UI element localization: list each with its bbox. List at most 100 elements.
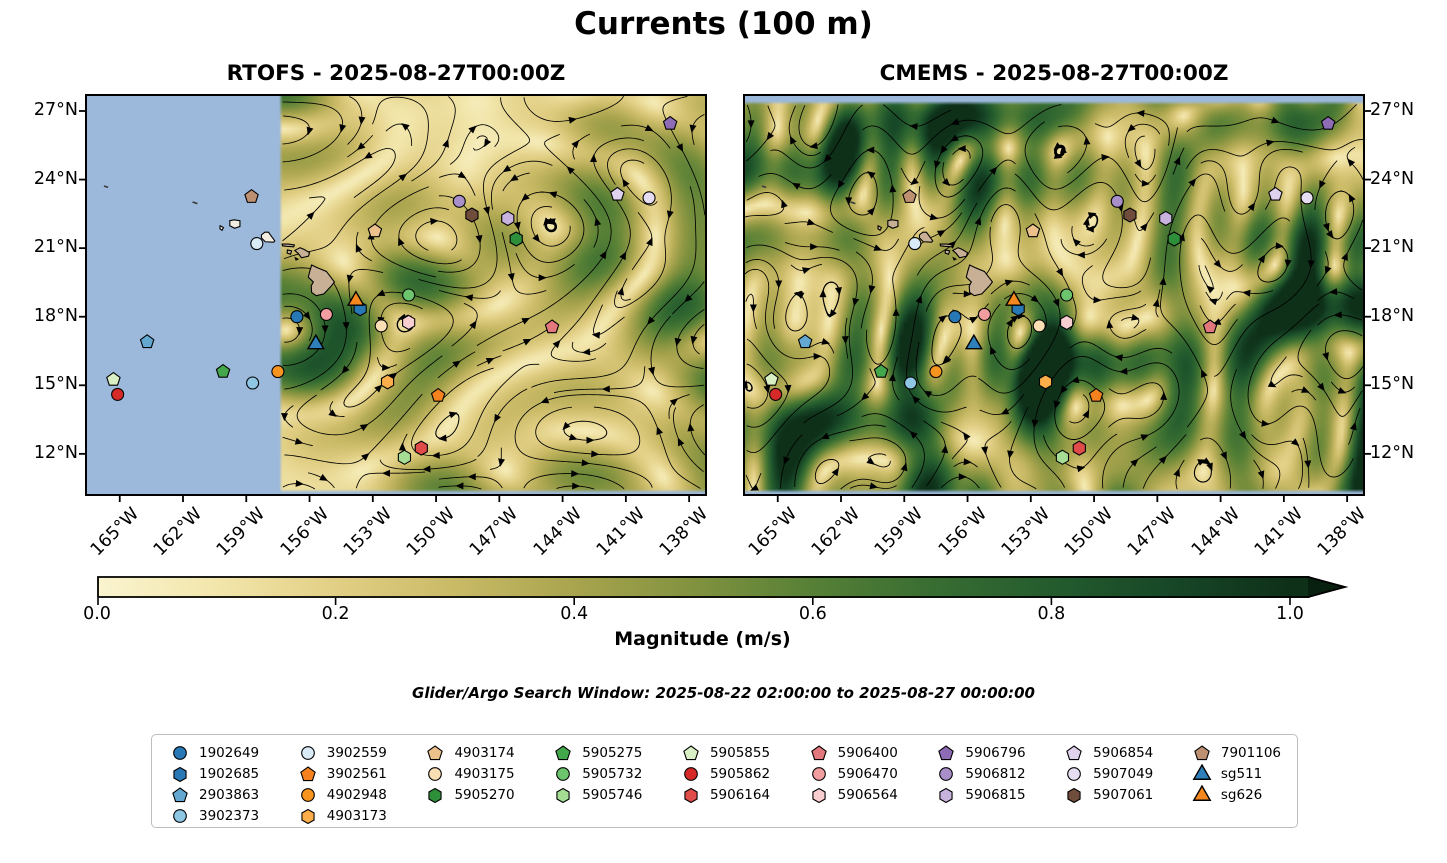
cmems-map-canvas: [744, 95, 1364, 495]
legend-label: 5906400: [837, 744, 898, 761]
cmems-xtick-label-10: 138°W: [1314, 504, 1371, 561]
marker-sg626-cmems: [1004, 290, 1023, 306]
legend-label: 5905270: [454, 786, 515, 803]
legend-entry-5906564: 5906564: [807, 784, 898, 805]
rtofs-xtick-label-3: 159°W: [213, 504, 270, 561]
marker-5906164-cmems: [1072, 440, 1086, 456]
circle-marker-icon: [300, 745, 315, 760]
hexagon-glyph: [939, 787, 954, 803]
pentagon-glyph: [172, 786, 188, 802]
legend-col-6: 5906400 5906470 5906564: [807, 742, 898, 805]
circle-marker-icon: [1067, 766, 1081, 781]
legend-col-2: 3902559 3902561 4902948 4903173: [296, 742, 387, 826]
marker-5907049-cmems: [1300, 191, 1314, 205]
legend-entry-5906815: 5906815: [934, 784, 1026, 805]
marker-5905746-cmems: [1055, 449, 1070, 465]
cmems-xtick-label-9: 141°W: [1250, 504, 1308, 561]
hexagon-marker-icon: [684, 787, 698, 803]
legend-entry-5906812: 5906812: [934, 763, 1026, 784]
marker-3902559-cmems: [908, 237, 922, 251]
marker-3902561-cmems: [1088, 387, 1104, 402]
circle-marker-icon: [300, 787, 315, 802]
legend-label: 5905855: [709, 744, 771, 761]
triangle-glyph: [1192, 784, 1212, 801]
circle-glyph: [300, 745, 315, 760]
marker-4902948-rtofs: [271, 365, 285, 379]
pentagon-glyph: [810, 744, 827, 760]
legend-col-5: 5905855 5905862 5906164: [679, 742, 770, 805]
marker-7901106-cmems: [902, 189, 917, 203]
legend-entry-4902948: 4902948: [296, 784, 387, 805]
legend-label: 3902559: [326, 744, 387, 761]
legend-label: 5905275: [582, 744, 643, 761]
marker-3902373-cmems: [904, 376, 918, 390]
marker-4903174-cmems: [1025, 223, 1041, 238]
circle-marker-icon: [684, 766, 698, 781]
marker-5906815-rtofs: [501, 210, 515, 227]
marker-4903175-cmems: [1032, 319, 1046, 333]
legend-label: 5905732: [582, 765, 643, 782]
hexagon-marker-icon: [556, 787, 570, 803]
colorbar-tick-label-1.0: 1.0: [1276, 604, 1304, 624]
circle-marker-icon: [428, 766, 443, 781]
legend-col-3: 4903174 4903175 5905270: [423, 742, 515, 805]
legend-entry-5906400: 5906400: [807, 742, 898, 763]
legend-label: 2903863: [199, 786, 260, 803]
pentagon-marker-icon: [427, 744, 444, 760]
rtofs-xtick-label-2: 162°W: [149, 504, 207, 561]
cmems-xtick-label-7: 147°W: [1124, 504, 1181, 561]
rtofs-xtick-label-9: 141°W: [592, 504, 650, 561]
legend-label: 1902685: [199, 765, 260, 782]
marker-5905855-rtofs: [106, 371, 121, 386]
left-ytick-label-4: 18°N: [33, 305, 78, 326]
pentagon-marker-icon: [683, 744, 699, 760]
circle-glyph: [428, 766, 443, 781]
legend-entry-sg511: sg511: [1190, 763, 1281, 784]
circle-glyph: [939, 766, 954, 781]
marker-3902561-rtofs: [430, 387, 446, 402]
rtofs-xtick-label-8: 144°W: [529, 504, 586, 561]
pentagon-marker-icon: [938, 744, 955, 760]
hexagon-glyph: [173, 766, 187, 782]
legend-label: 4902948: [326, 786, 387, 803]
right-ytick-label-3: 21°N: [1370, 237, 1415, 258]
colorbar-tick-label-0.0: 0.0: [83, 604, 111, 624]
legend-label: 5906564: [837, 786, 898, 803]
marker-5905275-rtofs: [215, 363, 231, 378]
marker-5906564-rtofs: [402, 314, 416, 331]
legend-label: 5906796: [965, 744, 1026, 761]
legend-label: 5905862: [709, 765, 771, 782]
triangle-glyph: [1192, 763, 1212, 780]
rtofs-panel-title: RTOFS - 2025-08-27T00:00Z: [226, 61, 566, 86]
marker-5905270-rtofs: [509, 231, 523, 247]
right-ytick-label-4: 18°N: [1370, 305, 1415, 326]
marker-5906854-cmems: [1268, 186, 1283, 201]
marker-3902559-rtofs: [250, 237, 264, 251]
legend: 1902649 1902685 2903863 3902373 3902559 39025…: [151, 734, 1298, 828]
colorbar-canvas: [97, 576, 1353, 610]
marker-5906470-cmems: [977, 307, 991, 321]
hexagon-marker-icon: [812, 787, 826, 803]
pentagon-marker-icon: [555, 744, 571, 760]
pentagon-marker-icon: [1194, 744, 1210, 760]
marker-2903863-cmems: [797, 334, 813, 349]
legend-label: 5906854: [1093, 744, 1154, 761]
circle-marker-icon: [939, 766, 954, 781]
left-ytick-label-6: 12°N: [33, 442, 78, 463]
cmems-xtick-label-4: 156°W: [934, 504, 991, 561]
marker-5906815-cmems: [1159, 210, 1173, 227]
marker-5907061-rtofs: [465, 207, 479, 223]
cmems-panel: [743, 94, 1371, 502]
marker-3902373-rtofs: [246, 376, 260, 390]
left-ytick-label-2: 24°N: [33, 168, 78, 189]
pentagon-glyph: [299, 765, 316, 781]
marker-sg511-rtofs: [306, 333, 325, 350]
legend-entry-4903173: 4903173: [296, 805, 387, 826]
cmems-xtick-label-3: 159°W: [871, 504, 928, 561]
legend-label: 5905746: [582, 786, 643, 803]
marker-4902948-cmems: [929, 365, 943, 379]
marker-4903173-rtofs: [380, 374, 395, 390]
figure-title: Currents (100 m): [574, 6, 873, 42]
rtofs-map-canvas: [86, 95, 706, 495]
